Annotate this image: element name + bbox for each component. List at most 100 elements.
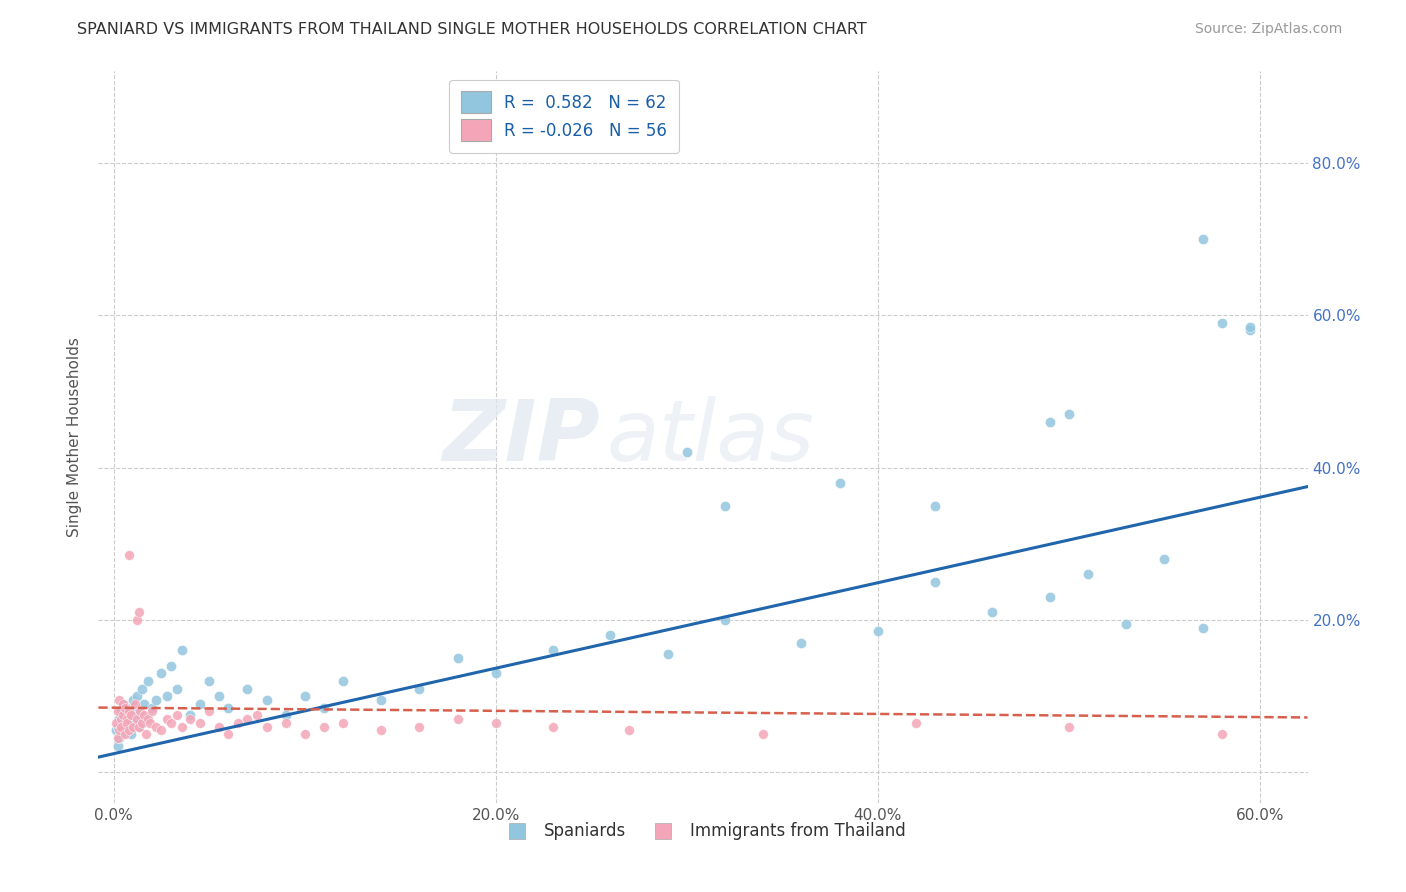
Point xyxy=(446,712,468,726)
Point xyxy=(904,715,927,730)
Point xyxy=(136,712,159,726)
Point xyxy=(1211,316,1233,330)
Point xyxy=(145,720,167,734)
Point xyxy=(121,715,143,730)
Point xyxy=(1239,319,1261,334)
Point xyxy=(118,712,141,726)
Point xyxy=(112,697,135,711)
Point xyxy=(118,548,141,562)
Point xyxy=(370,723,392,738)
Point xyxy=(1239,323,1261,337)
Point xyxy=(1039,590,1062,604)
Point xyxy=(110,705,132,719)
Point xyxy=(657,647,679,661)
Point xyxy=(1153,552,1175,566)
Point xyxy=(541,643,564,657)
Point xyxy=(112,715,135,730)
Point xyxy=(115,712,138,726)
Point xyxy=(179,712,201,726)
Point xyxy=(121,720,143,734)
Point xyxy=(370,693,392,707)
Point xyxy=(828,475,851,490)
Point xyxy=(332,673,354,688)
Point xyxy=(1039,415,1062,429)
Point xyxy=(112,697,135,711)
Point xyxy=(1077,567,1099,582)
Point xyxy=(115,700,138,714)
Point xyxy=(129,708,152,723)
Point xyxy=(179,708,201,723)
Point xyxy=(125,613,148,627)
Point xyxy=(236,681,259,696)
Point xyxy=(256,693,278,707)
Point xyxy=(166,681,188,696)
Point xyxy=(114,727,136,741)
Point xyxy=(121,693,143,707)
Point xyxy=(408,681,430,696)
Point xyxy=(114,708,136,723)
Point xyxy=(1057,720,1080,734)
Point xyxy=(714,499,737,513)
Point xyxy=(294,689,316,703)
Point xyxy=(599,628,621,642)
Point xyxy=(115,715,138,730)
Point xyxy=(120,727,142,741)
Point xyxy=(198,705,221,719)
Point xyxy=(110,720,132,734)
Point xyxy=(274,708,297,723)
Point xyxy=(124,705,146,719)
Point xyxy=(485,715,508,730)
Point xyxy=(104,715,127,730)
Point xyxy=(108,712,131,726)
Point xyxy=(714,613,737,627)
Point xyxy=(104,723,127,738)
Point xyxy=(294,727,316,741)
Point xyxy=(107,731,129,745)
Point xyxy=(134,708,156,723)
Point xyxy=(139,715,162,730)
Point xyxy=(217,700,239,714)
Point xyxy=(141,705,163,719)
Point xyxy=(446,651,468,665)
Point xyxy=(108,731,131,745)
Point xyxy=(188,697,211,711)
Point xyxy=(166,708,188,723)
Point xyxy=(332,715,354,730)
Text: atlas: atlas xyxy=(606,395,814,479)
Point xyxy=(150,666,173,681)
Point xyxy=(131,715,153,730)
Point xyxy=(866,624,889,639)
Text: Source: ZipAtlas.com: Source: ZipAtlas.com xyxy=(1195,22,1343,37)
Point xyxy=(541,720,564,734)
Y-axis label: Single Mother Households: Single Mother Households xyxy=(67,337,83,537)
Point xyxy=(675,445,697,459)
Point xyxy=(108,723,131,738)
Point xyxy=(312,720,335,734)
Point xyxy=(110,712,132,726)
Point xyxy=(198,673,221,688)
Point xyxy=(108,693,131,707)
Point xyxy=(107,739,129,753)
Point xyxy=(924,499,946,513)
Point xyxy=(236,712,259,726)
Point xyxy=(172,643,194,657)
Point xyxy=(156,689,179,703)
Point xyxy=(1115,616,1137,631)
Point xyxy=(188,715,211,730)
Point xyxy=(134,697,156,711)
Point xyxy=(1211,727,1233,741)
Point xyxy=(150,723,173,738)
Point xyxy=(924,574,946,589)
Point xyxy=(160,658,183,673)
Point xyxy=(131,681,153,696)
Point xyxy=(125,689,148,703)
Point xyxy=(114,723,136,738)
Point xyxy=(107,705,129,719)
Legend: Spaniards, Immigrants from Thailand: Spaniards, Immigrants from Thailand xyxy=(494,816,912,847)
Point xyxy=(172,720,194,734)
Point xyxy=(128,720,150,734)
Point xyxy=(246,708,269,723)
Point xyxy=(312,700,335,714)
Point xyxy=(752,727,775,741)
Point xyxy=(208,720,231,734)
